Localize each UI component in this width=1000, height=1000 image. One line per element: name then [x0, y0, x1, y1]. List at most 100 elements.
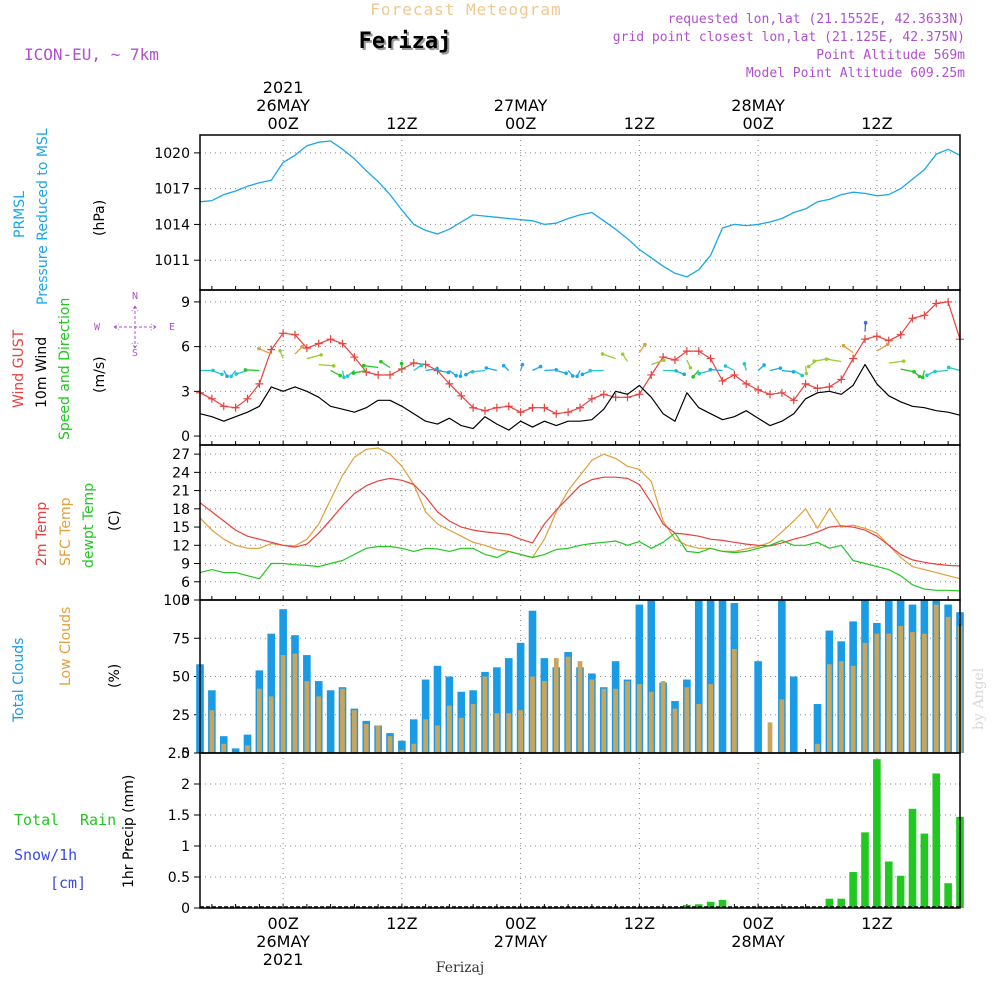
- top-time-label: 12Z: [386, 114, 417, 133]
- watermark: by Angel: [971, 667, 987, 730]
- wind-arrow-head: [362, 363, 366, 368]
- gust-marker: [255, 379, 264, 388]
- low-cloud-bar: [601, 688, 607, 753]
- rain-bar: [718, 899, 727, 908]
- temperature-ytick-label: 3: [181, 593, 190, 609]
- gust-marker: [944, 297, 953, 306]
- gust-marker: [528, 403, 537, 412]
- gust-marker: [552, 409, 561, 418]
- top-time-label: 00Z: [742, 114, 773, 133]
- gust-marker: [374, 370, 383, 379]
- temperature-ytick-label: 9: [181, 557, 190, 573]
- point-altitude: Point Altitude 569m: [816, 48, 965, 63]
- wind-direction-arrow: [651, 359, 665, 366]
- temperature-panel: 3 6 9 12 15 18 21 24 27: [172, 445, 961, 609]
- gust-marker: [896, 330, 905, 339]
- gust-marker: [243, 394, 252, 403]
- low-cloud-bar: [910, 632, 915, 753]
- panel-border: [199, 752, 961, 909]
- gust-marker: [754, 385, 763, 394]
- wind-arrow-head: [580, 372, 585, 377]
- precip-ytick-label: 1.5: [168, 808, 190, 824]
- wind-arrow-head: [885, 342, 890, 347]
- gust-marker: [647, 370, 656, 379]
- compass-rose: N S W E: [94, 291, 175, 359]
- temp-panel-labels: 2m Temp SFC Temp dewpt Temp (C): [34, 483, 123, 568]
- low-cloud-bar: [352, 710, 357, 753]
- pressure-ytick-label: 1011: [154, 253, 190, 269]
- rain-bar: [849, 872, 857, 908]
- prmsl-label: PRMSL: [12, 191, 28, 238]
- wind-arrow-head: [446, 370, 451, 375]
- wind-arrow-head: [708, 367, 713, 372]
- bottom-time-label: 12Z: [386, 914, 417, 933]
- wind-arrow-head: [484, 366, 489, 370]
- bottom-time-label: 00Z: [505, 914, 536, 933]
- gust-marker: [908, 314, 917, 323]
- gust-marker: [516, 408, 525, 417]
- low-cloud-bar: [589, 679, 595, 753]
- gust-marker: [469, 403, 478, 412]
- top-time-label: 28MAY: [731, 96, 785, 115]
- low-cloud-bar: [387, 736, 393, 753]
- clouds-unit: (%): [107, 664, 123, 688]
- bottom-time-label: 00Z: [742, 914, 773, 933]
- rain-bar: [944, 883, 952, 908]
- low-cloud-bar: [613, 688, 618, 753]
- wind-arrow-head: [723, 364, 728, 368]
- low-cloud-bar: [506, 713, 512, 753]
- top-time-label: 00Z: [267, 114, 298, 133]
- wind-arrow-head: [342, 375, 346, 380]
- dewpt-line: [199, 532, 961, 592]
- precip-ytick-label: 2: [181, 777, 190, 793]
- low-cloud-bar: [447, 705, 452, 753]
- gust-marker: [611, 393, 620, 402]
- total-cloud-bar: [516, 642, 525, 753]
- low-cloud-bar: [340, 688, 345, 753]
- wind-arrow-head: [419, 363, 424, 368]
- low-cloud-bar: [411, 743, 417, 753]
- low-cloud-bar: [209, 710, 215, 753]
- gust-marker: [207, 394, 216, 403]
- clouds-ytick-label: 75: [172, 631, 190, 647]
- wind-arrow-head: [917, 374, 922, 379]
- low-cloud-bar: [458, 717, 464, 753]
- gust-label: Wind GUST: [11, 329, 27, 408]
- total-cloud-bar: [267, 633, 276, 753]
- total-cloud-bar: [504, 658, 513, 753]
- gust-marker: [504, 402, 513, 411]
- wind-direction-arrow: [710, 368, 723, 372]
- wind-ytick-label: 0: [181, 429, 190, 445]
- wind-arrow-head: [620, 352, 625, 356]
- total-cloud-bar: [647, 600, 656, 753]
- low-cloud-bar: [363, 723, 369, 753]
- low-cloud-bar: [886, 633, 892, 753]
- wind-arrow-head: [946, 365, 951, 370]
- low-cloud-bar: [280, 655, 286, 753]
- gust-marker: [932, 299, 941, 308]
- total-cloud-bar: [433, 665, 442, 753]
- wind-direction-arrow: [544, 369, 557, 372]
- wind-arrow-head: [778, 366, 783, 370]
- gust-marker: [635, 390, 644, 399]
- wind-arrow-head: [338, 373, 342, 378]
- low-cloud-bar: [838, 661, 844, 753]
- low-cloud-bar: [898, 626, 903, 753]
- wind-arrow-head: [824, 357, 829, 361]
- wind-panel-labels: Wind GUST 10m Wind Speed and Direction (…: [11, 298, 108, 440]
- wind-direction-arrow: [826, 358, 842, 363]
- low-cloud-bar: [672, 708, 678, 753]
- gust-marker: [326, 335, 335, 344]
- wind-unit: (m/s): [92, 356, 108, 393]
- wind-arrow-head: [920, 375, 925, 380]
- precip-ytick-label: 0: [181, 901, 190, 917]
- top-time-label: 00Z: [505, 114, 536, 133]
- low-cloud-bar: [945, 616, 951, 753]
- wind-arrow-head: [345, 374, 350, 378]
- wind-arrow-head: [351, 371, 356, 375]
- wind-arrow-head: [435, 366, 439, 371]
- gust-marker: [540, 403, 549, 412]
- low-cloud-bar: [423, 719, 428, 753]
- rain-bar: [837, 898, 846, 908]
- wind-label: 10m Wind: [34, 337, 50, 408]
